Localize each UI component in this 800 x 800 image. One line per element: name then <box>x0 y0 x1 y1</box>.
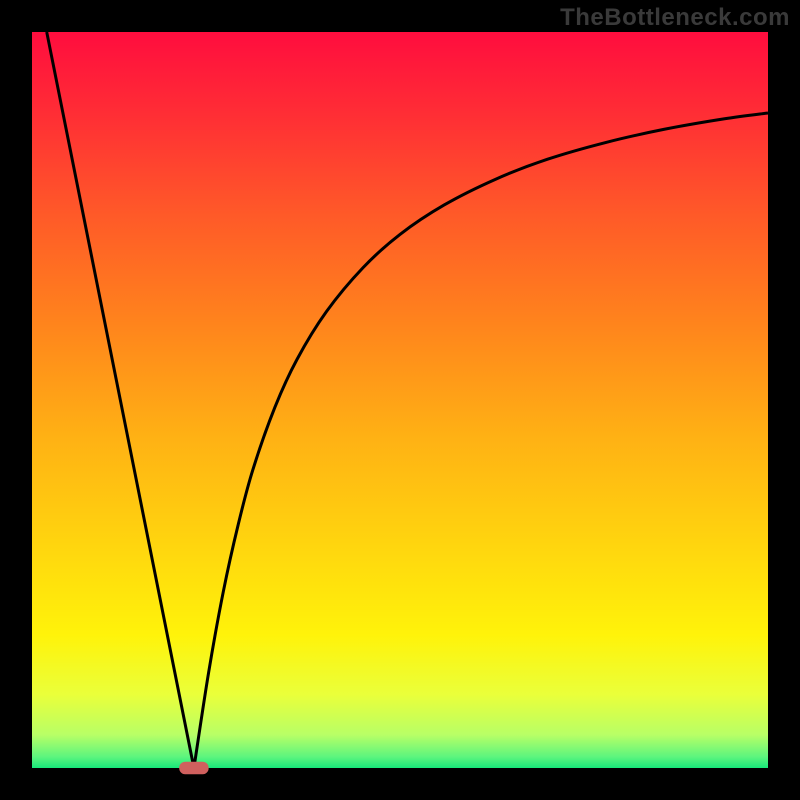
chart-container: TheBottleneck.com <box>0 0 800 800</box>
optimal-point-marker <box>179 762 208 775</box>
plot-area <box>32 32 768 768</box>
watermark-text: TheBottleneck.com <box>560 4 790 32</box>
bottleneck-curve-chart <box>0 0 800 800</box>
